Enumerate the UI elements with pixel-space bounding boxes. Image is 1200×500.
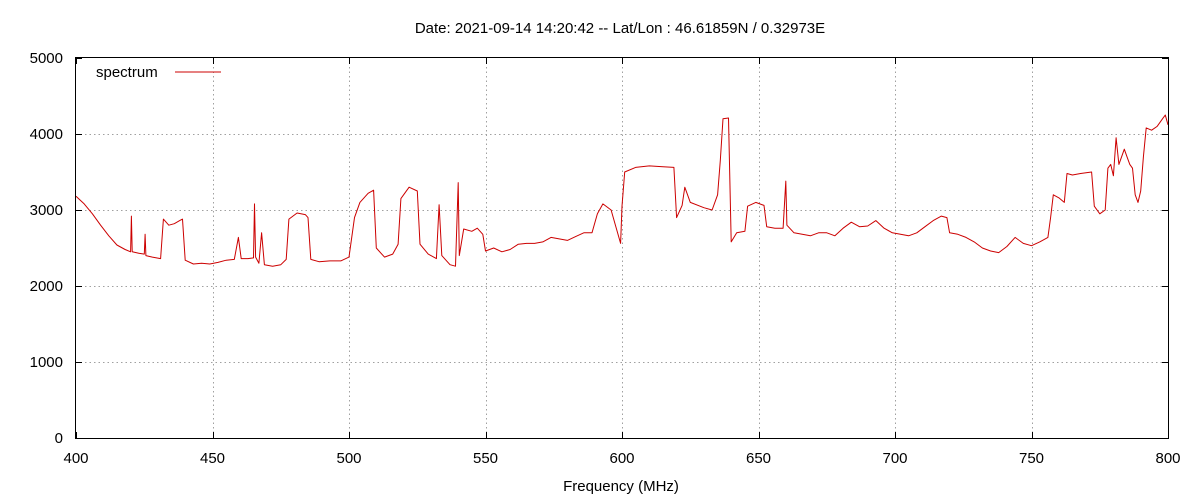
x-tick-label: 800 bbox=[1155, 450, 1180, 467]
x-tick-label: 600 bbox=[609, 450, 634, 467]
x-tick-label: 650 bbox=[746, 450, 771, 467]
x-tick-label: 400 bbox=[63, 450, 88, 467]
axis-ticks bbox=[76, 58, 1169, 439]
x-axis-label: Frequency (MHz) bbox=[563, 478, 679, 495]
y-tick-label: 1000 bbox=[30, 354, 63, 371]
x-tick-label: 450 bbox=[200, 450, 225, 467]
y-axis-tick-labels: 0 1000 2000 3000 4000 5000 bbox=[30, 50, 63, 447]
chart-title: Date: 2021-09-14 14:20:42 -- Lat/Lon : 4… bbox=[415, 20, 825, 37]
y-tick-label: 4000 bbox=[30, 126, 63, 143]
x-tick-label: 700 bbox=[882, 450, 907, 467]
x-axis-tick-labels: 400 450 500 550 600 650 700 750 800 bbox=[63, 450, 1180, 467]
legend: spectrum bbox=[96, 64, 221, 81]
y-tick-label: 0 bbox=[55, 430, 63, 447]
y-tick-label: 2000 bbox=[30, 278, 63, 295]
series-layer bbox=[75, 114, 1169, 267]
legend-label-spectrum: spectrum bbox=[96, 64, 158, 81]
y-tick-label: 5000 bbox=[30, 50, 63, 67]
y-tick-label: 3000 bbox=[30, 202, 63, 219]
x-tick-label: 750 bbox=[1019, 450, 1044, 467]
series-line-spectrum bbox=[75, 114, 1169, 267]
x-tick-label: 500 bbox=[336, 450, 361, 467]
x-tick-label: 550 bbox=[473, 450, 498, 467]
plot-frame bbox=[75, 57, 1169, 439]
